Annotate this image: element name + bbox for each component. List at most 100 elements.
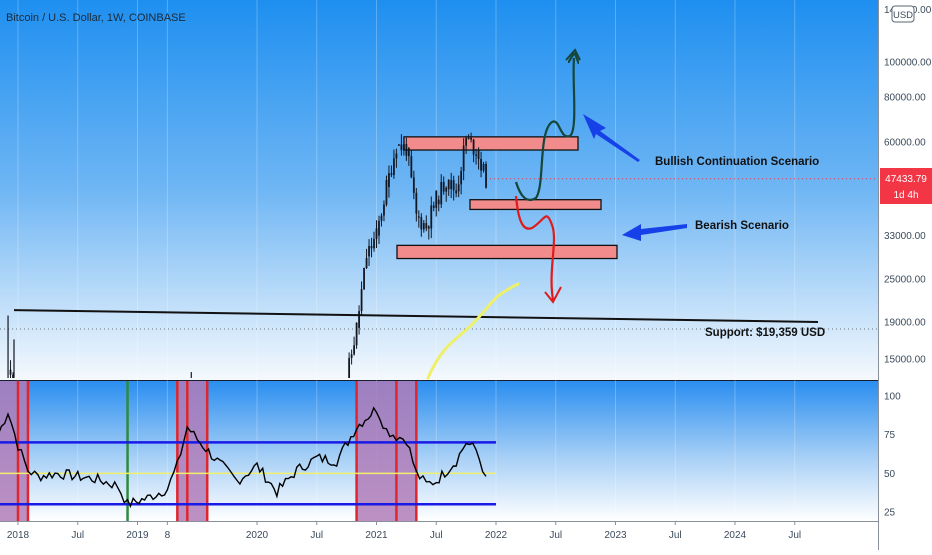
currency-badge[interactable]: USD <box>891 5 915 23</box>
candle-body <box>445 187 448 192</box>
candle-body <box>435 190 438 208</box>
x-tick-label: 2019 <box>126 530 149 541</box>
chart-title: Bitcoin / U.S. Dollar, 1W, COINBASE <box>6 12 186 24</box>
candle-body <box>415 192 418 214</box>
candle-body <box>370 245 373 249</box>
candle-body <box>390 173 393 176</box>
candle-body <box>358 311 360 328</box>
y-tick-label: 15000.00 <box>884 355 926 366</box>
candle-body <box>437 199 440 205</box>
annotations: Bullish Continuation Scenario Bearish Sc… <box>655 156 825 339</box>
indicator-axis: 100 75 50 25 <box>884 392 901 519</box>
time-axis-background <box>0 521 878 550</box>
indicator-tick-label: 50 <box>884 469 896 480</box>
price-pane-background <box>0 0 878 380</box>
vertical-gridlines <box>17 0 796 521</box>
indicator-pane <box>0 381 496 521</box>
candle-body <box>360 289 363 312</box>
x-tick-label: 2021 <box>365 530 388 541</box>
candle-body <box>348 357 351 378</box>
candle-body <box>398 144 400 146</box>
candle-body <box>410 156 413 178</box>
candle-body <box>373 238 375 249</box>
candle-body <box>365 258 368 269</box>
x-tick-label: Jul <box>669 530 682 541</box>
indicator-tick-label: 25 <box>884 508 896 519</box>
price-pane <box>0 48 878 380</box>
candle-body <box>475 154 477 156</box>
y-tick-label: 33000.00 <box>884 231 926 242</box>
last-price-tag-background <box>880 168 932 204</box>
price-zone-upper <box>403 136 579 151</box>
x-tick-label: 8 <box>165 530 171 541</box>
candle-body <box>470 137 473 140</box>
bullish-path <box>514 58 574 201</box>
candle-body <box>447 179 450 190</box>
y-tick-label: 19000.00 <box>884 318 926 329</box>
indicator-pane-background <box>0 381 878 521</box>
candle-body <box>405 144 408 156</box>
candle-body <box>385 179 388 205</box>
candle-body <box>477 150 480 159</box>
candle-body <box>368 245 370 257</box>
candle-body <box>353 345 355 355</box>
x-tick-label: Jul <box>310 530 323 541</box>
bearish-path <box>514 195 556 301</box>
projection-curve <box>426 282 520 380</box>
candle-body <box>432 205 435 208</box>
last-price-value: 47433.79 <box>885 174 927 185</box>
y-tick-label: 60000.00 <box>884 138 926 149</box>
candle-body <box>412 177 415 193</box>
bullish-scenario-label: Bullish Continuation Scenario <box>655 156 819 168</box>
price-zone-lower <box>396 244 618 260</box>
y-tick-label: 100000.00 <box>884 58 932 69</box>
candle-body <box>425 223 428 229</box>
candle-body <box>407 148 410 157</box>
x-tick-label: Jul <box>430 530 443 541</box>
candle-body <box>457 184 460 192</box>
candle-body <box>472 139 475 155</box>
y-tick-label: 25000.00 <box>884 275 926 286</box>
candle-body <box>9 369 12 375</box>
candle-body <box>482 163 485 171</box>
candle-body <box>378 220 380 236</box>
candle-body <box>383 204 385 216</box>
candle-body <box>450 180 453 190</box>
x-tick-label: 2020 <box>246 530 269 541</box>
candle-body <box>420 217 423 230</box>
overbought-highlight <box>0 381 28 521</box>
x-tick-label: Jul <box>788 530 801 541</box>
indicator-tick-label: 100 <box>884 392 901 403</box>
overbought-highlight <box>356 381 417 521</box>
candle-body <box>460 171 463 185</box>
candle-body <box>427 226 430 229</box>
candle-body <box>388 173 390 188</box>
candle-body <box>393 158 395 176</box>
bullish-pointer-arrow <box>583 114 640 162</box>
last-price-tag: 47433.79 1d 4h <box>880 168 932 204</box>
bearish-arrowhead <box>544 286 562 304</box>
x-tick-label: 2022 <box>485 530 508 541</box>
y-tick-label: 80000.00 <box>884 92 926 103</box>
candle-body <box>442 181 445 192</box>
bullish-arrowhead <box>565 48 581 61</box>
bearish-scenario-label: Bearish Scenario <box>695 220 789 232</box>
candle-body <box>395 153 398 159</box>
candle-body <box>430 205 433 229</box>
candle-body <box>355 322 358 346</box>
support-trendline <box>13 309 819 323</box>
x-tick-label: Jul <box>71 530 84 541</box>
indicator-line <box>0 406 487 509</box>
candle-body <box>402 144 405 151</box>
indicator-tick-label: 75 <box>884 430 896 441</box>
candle-body <box>467 137 470 140</box>
candle-body <box>422 223 425 230</box>
support-label: Support: $19,359 USD <box>705 327 825 339</box>
x-tick-label: Jul <box>549 530 562 541</box>
currency-badge-frame <box>891 5 915 23</box>
overbought-highlight <box>177 381 208 521</box>
candle-body <box>440 181 443 205</box>
candle-body <box>485 163 487 188</box>
